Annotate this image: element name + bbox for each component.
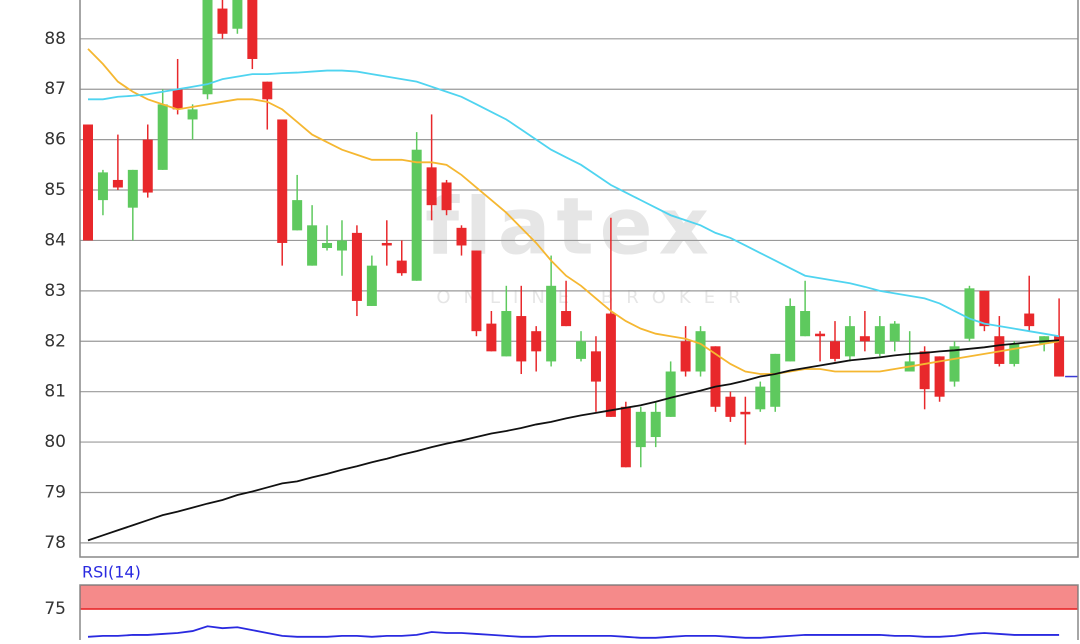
y-tick-label: 79 xyxy=(44,482,66,502)
candle-body xyxy=(531,331,542,352)
moving-average xyxy=(87,339,1060,542)
candle-body xyxy=(202,0,213,95)
candle-body xyxy=(217,8,228,34)
candle-body xyxy=(546,285,557,362)
candle-body xyxy=(919,351,930,390)
candle-body xyxy=(292,200,303,231)
candle-body xyxy=(576,341,587,359)
candle-body xyxy=(1024,313,1035,327)
candle-body xyxy=(1009,343,1020,364)
candle-body xyxy=(396,260,407,274)
candle-body xyxy=(755,386,766,410)
candle-body xyxy=(994,336,1005,364)
candle-body xyxy=(411,149,422,281)
candle-body xyxy=(277,119,288,243)
candle-body xyxy=(426,167,437,206)
candle-body xyxy=(381,242,392,246)
candle-body xyxy=(127,169,138,208)
candle-body xyxy=(710,346,721,407)
y-tick-label: 86 xyxy=(44,130,66,150)
candle-body xyxy=(815,333,826,337)
candle-body xyxy=(516,316,527,362)
y-tick-label: 85 xyxy=(44,180,66,200)
candle-body xyxy=(949,346,960,382)
candle-body xyxy=(322,242,333,249)
candle-body xyxy=(964,288,975,339)
candle-body xyxy=(142,139,153,193)
candle-body xyxy=(665,371,676,417)
y-tick-label: 84 xyxy=(44,230,66,250)
candle-body xyxy=(934,356,945,397)
candle-body xyxy=(800,311,811,337)
candle-body xyxy=(351,232,362,301)
candle-body xyxy=(97,172,108,201)
candle-body xyxy=(830,341,840,359)
candle-body xyxy=(844,326,855,357)
candle-body xyxy=(680,341,691,372)
candle-body xyxy=(785,305,796,362)
candle-body xyxy=(232,0,243,29)
candle-body xyxy=(471,250,482,332)
candle-body xyxy=(83,124,93,241)
candle-body xyxy=(366,265,377,306)
candle-body xyxy=(247,0,258,59)
candle-body xyxy=(187,109,198,120)
axes: 78 79 80 81 82 83 84 85 86 87 88 75 xyxy=(44,0,1079,643)
plot-border xyxy=(79,0,1079,558)
candle-body xyxy=(740,411,751,415)
y-tick-label: 83 xyxy=(44,281,66,301)
y-tick-label: 88 xyxy=(44,29,66,49)
watermark-tagline: ONLINE BROKER xyxy=(436,287,753,308)
candle-body xyxy=(501,311,512,357)
candle-body xyxy=(157,104,168,170)
candle-body xyxy=(725,396,736,417)
rsi-plot xyxy=(80,585,1078,639)
rsi-title: RSI(14) xyxy=(82,563,141,582)
candle-body xyxy=(979,290,990,327)
y-tick-label: 82 xyxy=(44,331,66,351)
candle-body xyxy=(441,182,452,211)
candle-body xyxy=(889,323,900,342)
candle-body xyxy=(262,81,273,100)
candle-body xyxy=(456,227,467,246)
candle-body xyxy=(1039,336,1050,344)
moving-average xyxy=(88,69,1060,338)
candle-body xyxy=(620,406,631,468)
candle-body xyxy=(112,179,123,188)
candle-body xyxy=(650,411,661,438)
y-tick-label: 81 xyxy=(44,382,66,402)
y-tick-label: 80 xyxy=(44,432,66,452)
candle-body xyxy=(605,313,616,417)
candle-body xyxy=(1054,336,1065,377)
candle-body xyxy=(336,240,347,251)
candle-body xyxy=(172,89,183,110)
overbought-band xyxy=(80,585,1078,610)
y-tick-label: 78 xyxy=(44,533,66,553)
y-tick-label: 75 xyxy=(44,599,66,619)
candle-body xyxy=(874,326,885,354)
candle-body xyxy=(695,331,706,372)
candle-body xyxy=(770,353,781,407)
y-tick-label: 87 xyxy=(44,79,66,99)
price-plot xyxy=(80,0,1078,544)
candle-body xyxy=(859,336,870,342)
candle-body xyxy=(635,411,646,448)
rsi-line xyxy=(87,625,1060,639)
moving-average xyxy=(87,48,1060,375)
candle-body xyxy=(486,323,497,352)
candle-body xyxy=(307,225,318,266)
candle-body xyxy=(561,311,572,327)
candle-body xyxy=(590,351,601,382)
watermark-brand: flatex xyxy=(425,182,715,272)
